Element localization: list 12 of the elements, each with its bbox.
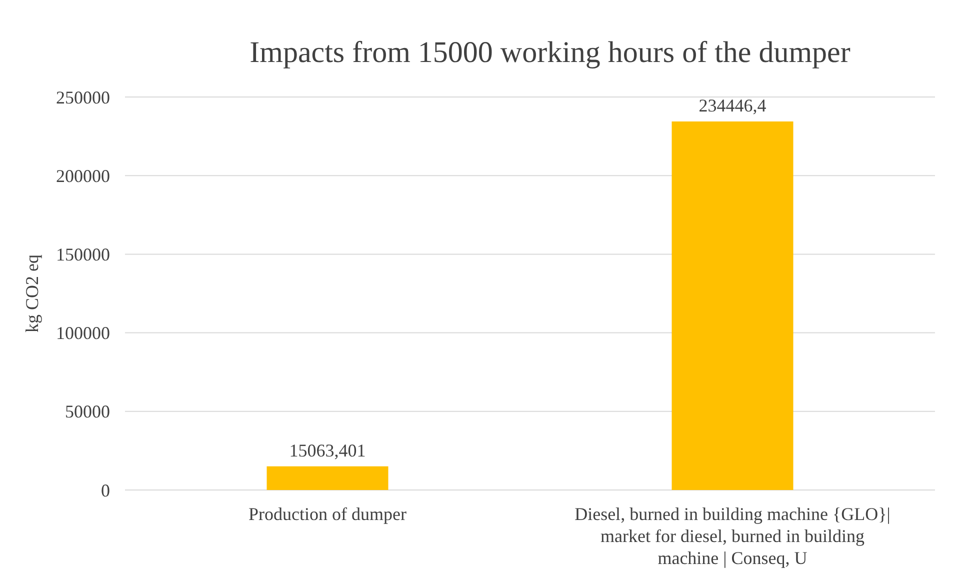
y-tick-label: 250000 xyxy=(56,87,110,108)
y-tick-label: 100000 xyxy=(56,323,110,344)
chart-title: Impacts from 15000 working hours of the dumper xyxy=(250,36,850,69)
data-label: 15063,401 xyxy=(289,440,366,460)
x-tick-label: Production of dumper xyxy=(248,504,406,524)
y-tick-label: 150000 xyxy=(56,244,110,264)
y-tick-label: 0 xyxy=(101,480,110,500)
y-tick-label: 50000 xyxy=(65,402,110,422)
data-label: 234446,4 xyxy=(698,95,766,116)
y-axis-title: kg CO2 eq xyxy=(22,254,42,332)
y-tick-label: 200000 xyxy=(56,166,110,186)
x-tick-label: Diesel, burned in building machine {GLO}| market for diesel, burned in building machine | Conseq, U xyxy=(574,504,890,568)
